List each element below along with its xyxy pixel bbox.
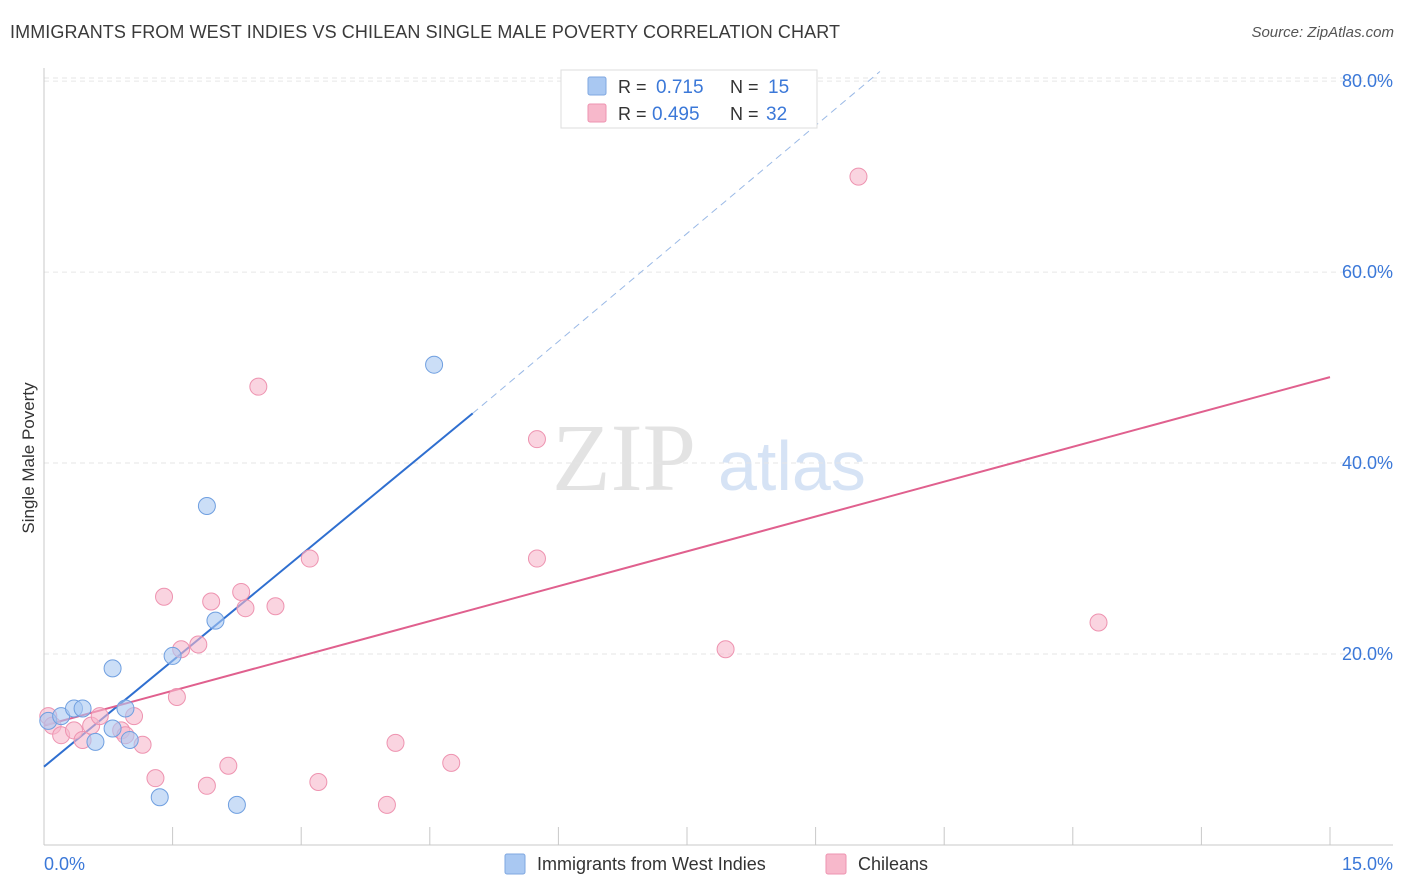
point-west-indies xyxy=(116,699,135,718)
point-west-indies xyxy=(103,659,122,678)
series-legend: Immigrants from West Indies Chileans xyxy=(504,853,928,875)
chart-title: IMMIGRANTS FROM WEST INDIES VS CHILEAN S… xyxy=(10,22,841,42)
y-tick-label: 40.0% xyxy=(1342,453,1393,473)
point-chileans xyxy=(90,707,109,726)
point-west-indies xyxy=(103,719,122,738)
x-tick-label-min: 0.0% xyxy=(44,854,85,874)
legend-n-label-1: N = xyxy=(730,77,759,97)
point-west-indies xyxy=(150,788,169,807)
legend-r-value-2: 0.495 xyxy=(652,104,700,125)
legend-r-label-1: R = xyxy=(618,77,647,97)
bottom-legend-swatch-chileans xyxy=(825,853,847,875)
point-west-indies xyxy=(227,795,246,814)
point-chileans xyxy=(197,776,216,795)
point-west-indies xyxy=(163,646,182,665)
trend-lines xyxy=(43,71,1331,768)
y-tick-label: 60.0% xyxy=(1342,262,1393,282)
point-chileans xyxy=(236,599,255,618)
legend-swatch-west-indies xyxy=(587,76,607,96)
point-west-indies xyxy=(86,732,105,751)
y-tick-label: 20.0% xyxy=(1342,644,1393,664)
source-label: Source: ZipAtlas.com xyxy=(1251,24,1394,41)
bottom-legend-label-chileans: Chileans xyxy=(858,854,928,874)
legend-n-value-2: 32 xyxy=(766,104,787,125)
watermark-zip: ZIP xyxy=(552,404,696,511)
point-west-indies xyxy=(425,355,444,374)
point-chileans xyxy=(189,635,208,654)
point-chileans xyxy=(849,167,868,186)
point-chileans xyxy=(300,549,319,568)
y-tick-labels: 20.0% 40.0% 60.0% 80.0% xyxy=(1342,71,1393,664)
point-chileans xyxy=(527,430,546,449)
point-chileans xyxy=(377,795,396,814)
bottom-legend-label-west-indies: Immigrants from West Indies xyxy=(537,854,766,874)
point-chileans xyxy=(219,756,238,775)
point-chileans xyxy=(442,753,461,772)
point-chileans xyxy=(232,582,251,601)
legend-r-value-1: 0.715 xyxy=(656,77,704,98)
point-chileans xyxy=(266,597,285,616)
point-west-indies xyxy=(206,611,225,630)
y-tick-label: 80.0% xyxy=(1342,71,1393,91)
trend-line-west-indies-extension xyxy=(472,71,881,414)
point-chileans xyxy=(386,733,405,752)
point-west-indies xyxy=(73,699,92,718)
data-points xyxy=(39,167,1108,814)
legend-swatch-chileans xyxy=(587,103,607,123)
x-tick-label-max: 15.0% xyxy=(1342,854,1393,874)
gridlines xyxy=(44,77,1393,655)
point-chileans xyxy=(309,772,328,791)
point-west-indies xyxy=(197,497,216,516)
legend-n-value-1: 15 xyxy=(768,77,789,98)
point-chileans xyxy=(527,549,546,568)
watermark-atlas: atlas xyxy=(718,427,866,505)
point-chileans xyxy=(202,592,221,611)
point-chileans xyxy=(155,587,174,606)
point-chileans xyxy=(1089,613,1108,632)
trend-line-chileans xyxy=(43,376,1331,727)
legend-n-label-2: N = xyxy=(730,104,759,124)
trend-line-west-indies xyxy=(43,412,474,768)
bottom-legend-swatch-west-indies xyxy=(504,853,526,875)
legend-r-label-2: R = xyxy=(618,104,647,124)
point-chileans xyxy=(716,640,735,659)
point-chileans xyxy=(249,377,268,396)
y-axis-label: Single Male Poverty xyxy=(19,382,38,534)
point-west-indies xyxy=(120,730,139,749)
point-chileans xyxy=(146,769,165,788)
correlation-legend: R = 0.715 N = 15 R = 0.495 N = 32 xyxy=(560,69,818,129)
point-chileans xyxy=(167,687,186,706)
